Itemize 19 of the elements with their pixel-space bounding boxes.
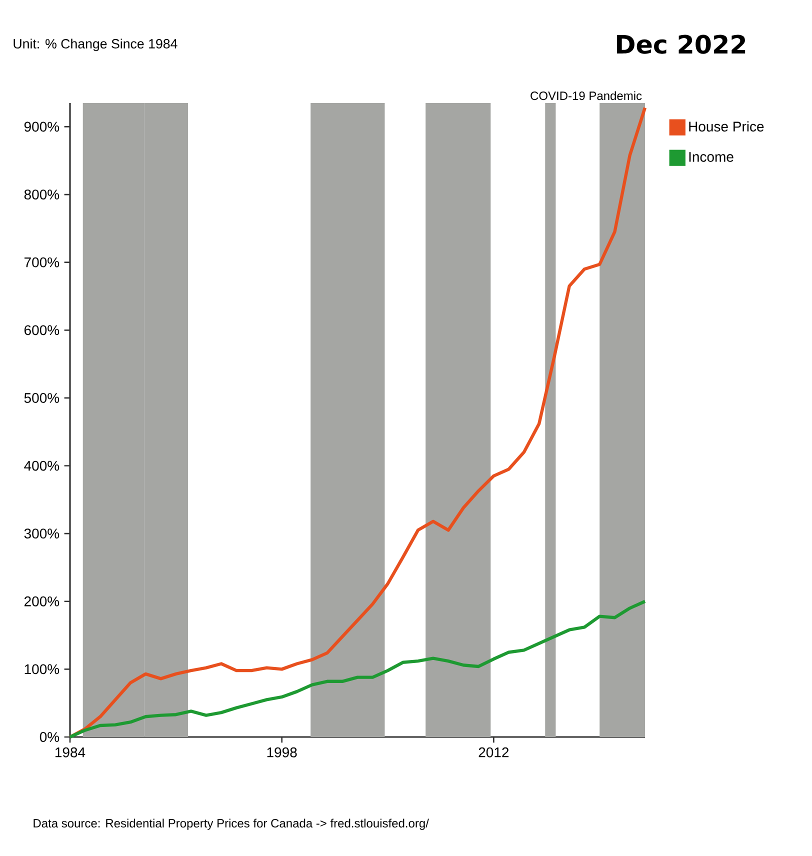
- y-tick-label: 200%: [24, 596, 60, 606]
- y-tick-label: 500%: [24, 393, 60, 403]
- x-tick-label: 1998: [267, 747, 297, 758]
- y-tick-label: 600%: [24, 325, 60, 336]
- chart-subtitle: Unit: % Change Since 1984: [14, 38, 178, 52]
- y-tick-label: 800%: [24, 190, 60, 200]
- legend-label: Income: [689, 152, 734, 162]
- x-tick-label: 1984: [55, 747, 86, 758]
- y-tick-label: 900%: [24, 122, 60, 132]
- y-tick-label: 400%: [24, 460, 60, 471]
- chart-title: Dec 2022: [617, 34, 746, 54]
- y-tick-label: 100%: [24, 664, 60, 674]
- source-note: Data source: Residential Property Prices for Canada -> fred.stlouisfed.org/: [34, 818, 429, 830]
- y-tick-label: 300%: [24, 528, 60, 539]
- y-tick-label: 700%: [24, 257, 60, 268]
- x-tick-label: 2012: [478, 747, 509, 758]
- legend-label: House Price: [689, 121, 764, 132]
- band-label: COVID-19 Pandemic: [530, 91, 642, 100]
- y-tick-label: 0%: [40, 732, 60, 742]
